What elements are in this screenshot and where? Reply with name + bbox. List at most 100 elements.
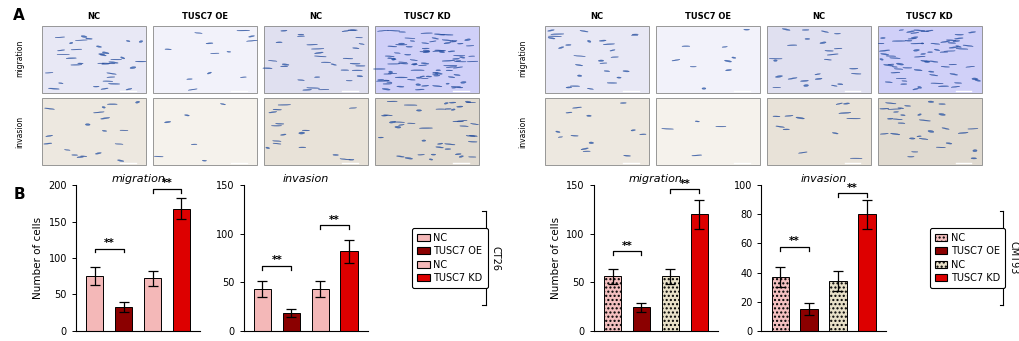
Ellipse shape: [277, 104, 290, 105]
FancyBboxPatch shape: [655, 26, 759, 93]
Ellipse shape: [165, 49, 171, 50]
Ellipse shape: [457, 120, 467, 121]
Ellipse shape: [416, 77, 421, 78]
Ellipse shape: [691, 155, 701, 156]
Ellipse shape: [98, 63, 104, 64]
FancyBboxPatch shape: [877, 26, 981, 93]
Bar: [86, 276, 103, 331]
Ellipse shape: [892, 41, 905, 42]
Ellipse shape: [330, 64, 336, 65]
Ellipse shape: [45, 72, 53, 73]
Ellipse shape: [972, 150, 976, 152]
Ellipse shape: [431, 38, 438, 39]
Ellipse shape: [268, 112, 276, 113]
Ellipse shape: [435, 70, 440, 71]
Ellipse shape: [202, 160, 207, 161]
Ellipse shape: [460, 126, 468, 127]
Ellipse shape: [454, 153, 461, 155]
Ellipse shape: [303, 89, 311, 90]
Ellipse shape: [547, 37, 554, 39]
Ellipse shape: [603, 71, 609, 72]
Ellipse shape: [431, 154, 435, 155]
Ellipse shape: [884, 82, 892, 83]
Ellipse shape: [457, 106, 463, 107]
Ellipse shape: [101, 117, 110, 119]
Ellipse shape: [263, 68, 272, 69]
Ellipse shape: [930, 83, 943, 84]
Ellipse shape: [846, 118, 860, 119]
Ellipse shape: [788, 77, 797, 79]
Text: invasion: invasion: [15, 116, 24, 148]
Ellipse shape: [879, 133, 888, 134]
Ellipse shape: [422, 140, 425, 142]
Ellipse shape: [426, 76, 431, 77]
Ellipse shape: [447, 76, 454, 78]
Ellipse shape: [321, 62, 330, 63]
Ellipse shape: [382, 88, 390, 90]
Ellipse shape: [910, 32, 918, 34]
Ellipse shape: [311, 48, 324, 49]
Ellipse shape: [907, 38, 916, 39]
Ellipse shape: [280, 30, 286, 31]
Ellipse shape: [743, 29, 749, 30]
Ellipse shape: [884, 103, 896, 104]
Ellipse shape: [332, 154, 338, 155]
Ellipse shape: [948, 64, 956, 65]
Text: TUSC7 OE: TUSC7 OE: [684, 12, 731, 20]
Ellipse shape: [422, 48, 429, 49]
Ellipse shape: [954, 38, 962, 39]
Ellipse shape: [443, 65, 457, 66]
Bar: [172, 209, 190, 331]
Ellipse shape: [451, 40, 457, 41]
Ellipse shape: [890, 133, 899, 135]
Ellipse shape: [920, 31, 928, 32]
Ellipse shape: [359, 43, 364, 45]
FancyBboxPatch shape: [42, 98, 146, 165]
Ellipse shape: [102, 63, 109, 64]
Ellipse shape: [387, 30, 399, 31]
Ellipse shape: [93, 86, 99, 87]
Ellipse shape: [948, 47, 957, 48]
Ellipse shape: [394, 126, 400, 128]
Ellipse shape: [394, 53, 400, 54]
Ellipse shape: [892, 119, 902, 120]
Ellipse shape: [910, 37, 917, 38]
Ellipse shape: [954, 34, 963, 35]
Ellipse shape: [795, 117, 804, 119]
Ellipse shape: [916, 136, 920, 137]
Ellipse shape: [565, 44, 571, 46]
Ellipse shape: [577, 75, 581, 77]
Text: **: **: [846, 182, 857, 193]
Ellipse shape: [407, 79, 415, 80]
Ellipse shape: [101, 88, 108, 89]
Title: migration: migration: [629, 175, 682, 184]
Ellipse shape: [396, 86, 404, 87]
Ellipse shape: [273, 143, 281, 144]
Ellipse shape: [411, 63, 417, 65]
Ellipse shape: [775, 126, 784, 128]
Ellipse shape: [819, 42, 825, 44]
Ellipse shape: [107, 73, 116, 74]
Ellipse shape: [81, 156, 87, 157]
Ellipse shape: [784, 115, 793, 116]
Ellipse shape: [917, 86, 921, 88]
Ellipse shape: [268, 60, 277, 61]
FancyBboxPatch shape: [655, 98, 759, 165]
Ellipse shape: [387, 46, 396, 47]
Ellipse shape: [832, 132, 838, 134]
Ellipse shape: [413, 64, 417, 65]
Ellipse shape: [690, 66, 696, 67]
Ellipse shape: [420, 76, 424, 77]
Ellipse shape: [102, 130, 107, 132]
Text: NC: NC: [590, 12, 603, 20]
Ellipse shape: [441, 40, 452, 41]
Ellipse shape: [418, 65, 426, 66]
Ellipse shape: [555, 131, 559, 133]
Ellipse shape: [623, 71, 629, 72]
Ellipse shape: [421, 85, 428, 86]
Ellipse shape: [75, 40, 88, 41]
FancyBboxPatch shape: [264, 26, 368, 93]
Ellipse shape: [434, 50, 444, 51]
Ellipse shape: [129, 66, 136, 69]
Ellipse shape: [280, 134, 286, 135]
